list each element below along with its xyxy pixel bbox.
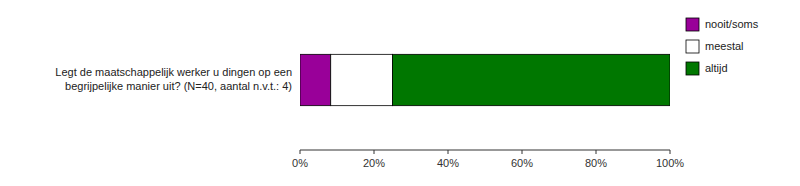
bars (300, 54, 670, 105)
x-tick (522, 150, 523, 154)
x-tick-label: 80% (585, 157, 607, 169)
x-tick-label: 100% (656, 157, 684, 169)
bar-segment (331, 54, 393, 105)
bar-segment (300, 54, 331, 105)
x-tick (374, 150, 375, 154)
chart: Legt de maatschappelijk werker u dingen … (0, 0, 800, 186)
x-tick (300, 150, 301, 154)
legend-label: altijd (705, 62, 728, 74)
legend-swatch (686, 40, 699, 53)
legend: nooit/soms meestal altijd (686, 18, 759, 75)
legend-label: meestal (705, 40, 744, 52)
chart-container: Legt de maatschappelijk werker u dingen … (0, 0, 800, 186)
x-tick (448, 150, 449, 154)
category-label: Legt de maatschappelijk werker u dingen … (55, 66, 292, 92)
x-axis-line (300, 150, 670, 151)
legend-label: nooit/soms (705, 18, 759, 30)
legend-swatch (686, 62, 699, 75)
x-tick-label: 20% (363, 157, 385, 169)
x-tick-label: 0% (292, 157, 308, 169)
bar-segment (393, 54, 671, 105)
legend-swatch (686, 18, 699, 31)
x-tick-label: 40% (437, 157, 459, 169)
x-tick (670, 150, 671, 154)
x-tick-label: 60% (511, 157, 533, 169)
x-tick (596, 150, 597, 154)
